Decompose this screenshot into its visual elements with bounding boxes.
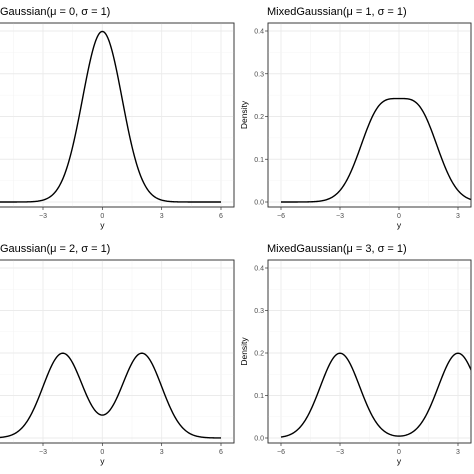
x-tick-label: 0 <box>100 213 104 220</box>
panel-4: −6 −3 0 3 0.0 0.1 0.2 0.3 0.4 y Density MixedGaussi… <box>239 243 472 466</box>
density-curve <box>280 352 471 438</box>
density-curve <box>0 352 221 439</box>
x-tick-label: −3 <box>39 449 47 456</box>
gridlines <box>0 23 234 207</box>
x-tick-label: −3 <box>39 213 47 220</box>
x-tick-label: 3 <box>456 213 460 220</box>
y-tick-label: 0.2 <box>254 351 264 358</box>
panel-1: −3 0 3 6 y Gaussian(μ = 0, σ = 1) <box>0 6 235 230</box>
chart-title: MixedGaussian(μ = 3, σ = 1) <box>267 243 407 255</box>
x-tick-label: −3 <box>336 213 344 220</box>
chart-title: MixedGaussian(μ = 1, σ = 1) <box>267 6 407 18</box>
x-tick-label: 0 <box>397 449 401 456</box>
y-axis-label: Density <box>239 337 249 366</box>
panel-border <box>267 22 472 208</box>
y-tick-label: 0.4 <box>254 266 264 273</box>
y-tick-label: 0.0 <box>254 436 264 443</box>
x-axis-label: y <box>397 456 402 466</box>
y-tick-label: 0.2 <box>254 114 264 121</box>
x-tick-label: −6 <box>277 449 285 456</box>
y-tick-label: 0.3 <box>254 71 264 78</box>
x-tick-label: −3 <box>336 449 344 456</box>
x-tick-label: 3 <box>160 449 164 456</box>
x-tick-label: 0 <box>100 449 104 456</box>
y-axis-label: Density <box>239 100 249 129</box>
y-tick-label: 0.4 <box>254 29 264 36</box>
chart-title: Gaussian(μ = 0, σ = 1) <box>0 6 110 18</box>
density-curve <box>0 30 221 203</box>
x-tick-label: 6 <box>219 213 223 220</box>
panel-2: −6 −3 0 3 0.0 0.1 0.2 0.3 0.4 y Density MixedGaussi… <box>239 6 472 230</box>
x-axis-label: y <box>100 456 105 466</box>
x-axis-label: y <box>397 220 402 230</box>
x-axis-label: y <box>100 220 105 230</box>
panel-background <box>0 22 235 208</box>
y-tick-label: 0.3 <box>254 308 264 315</box>
y-tick-label: 0.1 <box>254 157 264 164</box>
gridlines <box>268 260 471 443</box>
x-tick-label: 0 <box>397 213 401 220</box>
y-tick-label: 0.0 <box>254 200 264 207</box>
panel-border <box>0 259 235 444</box>
y-tick-label: 0.1 <box>254 393 264 400</box>
chart-title: Gaussian(μ = 2, σ = 1) <box>0 243 110 255</box>
gridlines <box>0 260 234 443</box>
x-tick-label: 6 <box>219 449 223 456</box>
panel-border <box>267 259 472 444</box>
x-tick-label: 3 <box>160 213 164 220</box>
panel-border <box>0 22 235 208</box>
density-curve <box>281 97 471 203</box>
panel-background <box>0 259 235 444</box>
x-tick-label: −6 <box>277 213 285 220</box>
gridlines <box>268 23 471 207</box>
x-tick-label: 3 <box>456 449 460 456</box>
panel-3: −3 0 3 6 y Gaussian(μ = 2, σ = 1) <box>0 243 235 466</box>
